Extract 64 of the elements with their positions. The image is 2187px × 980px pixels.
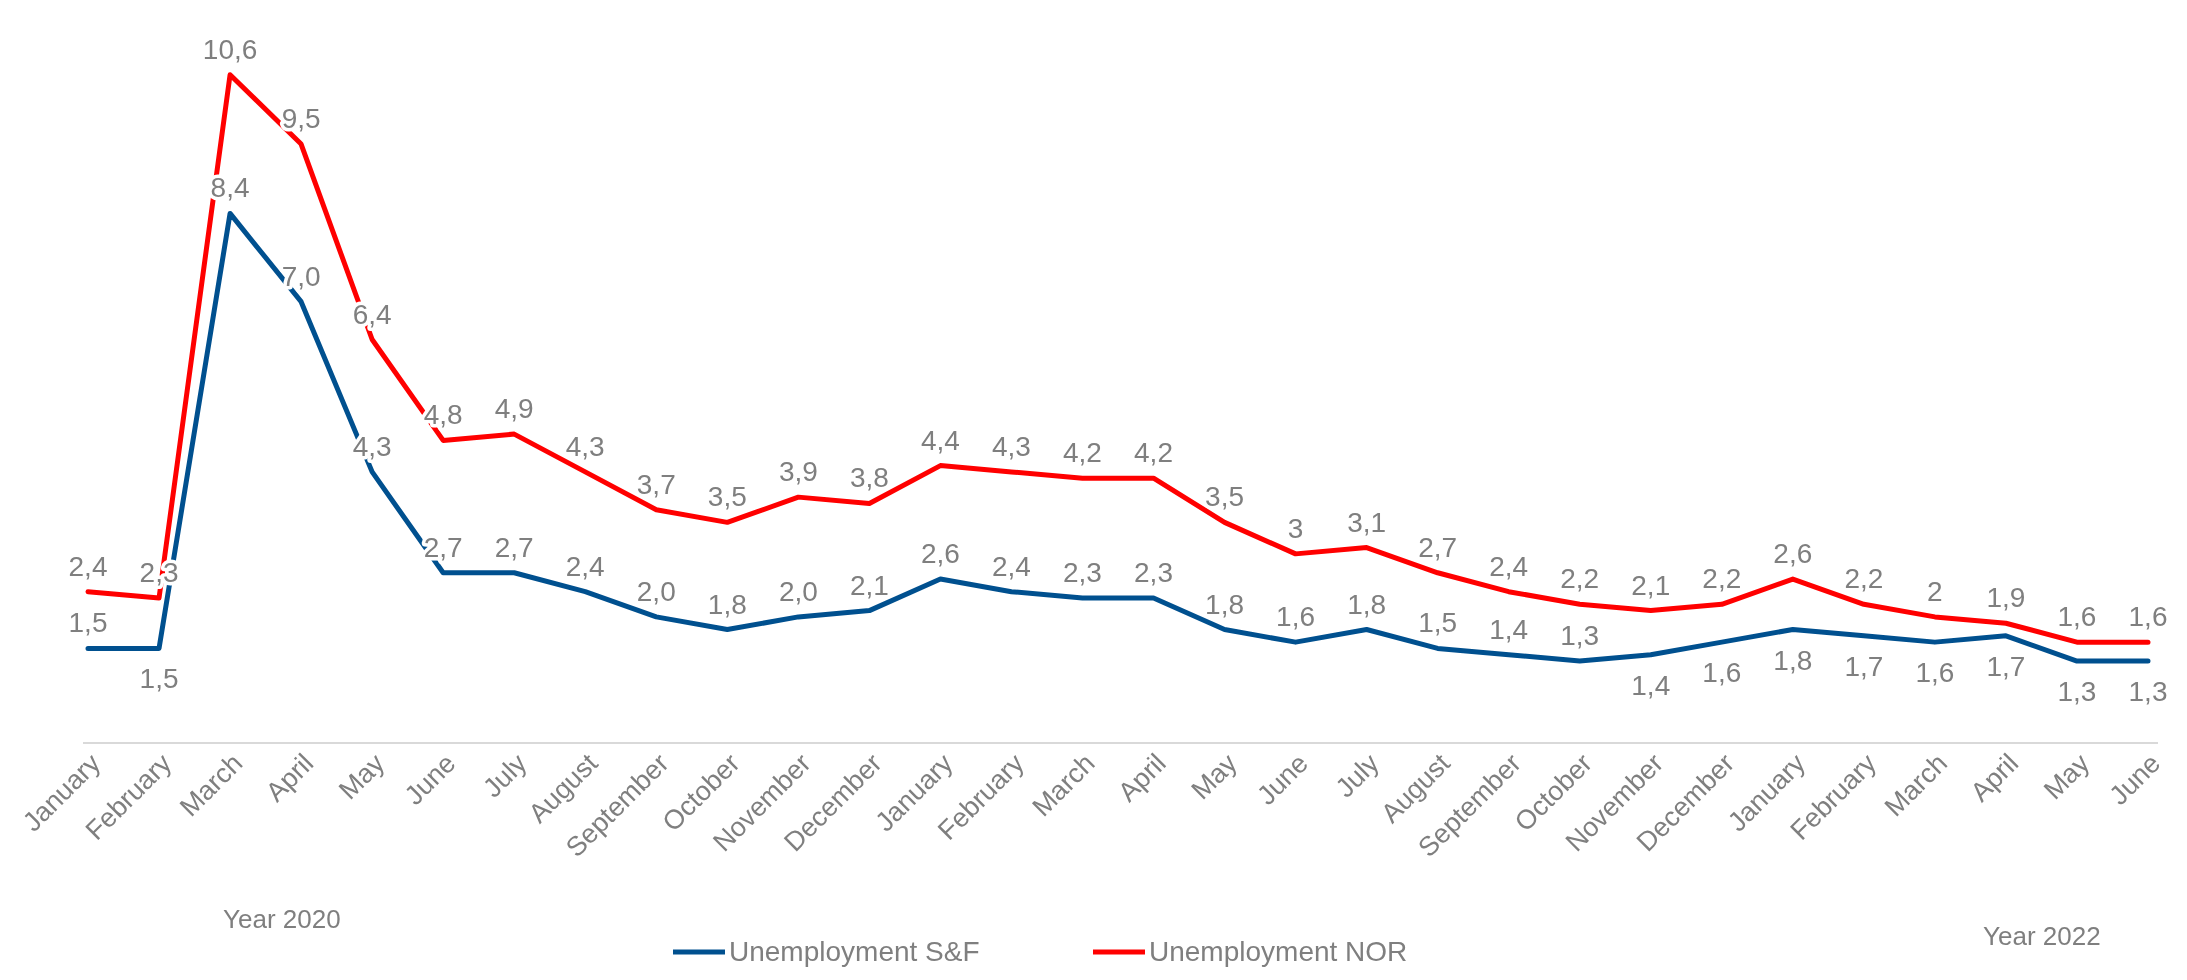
data-label: 1,8 [1347, 588, 1387, 620]
data-label: 1,6 [1702, 657, 1742, 689]
data-label: 2,7 [423, 531, 463, 563]
data-label: 2,2 [1844, 563, 1884, 595]
data-label: 1,3 [2128, 676, 2168, 708]
data-label: 9,5 [281, 103, 321, 135]
x-tick-label: May [1185, 747, 1244, 806]
data-label: 1,6 [2128, 601, 2168, 633]
data-label: 2,4 [1489, 550, 1529, 582]
data-label: 1,8 [1205, 588, 1245, 620]
data-label: 2,0 [636, 575, 676, 607]
data-label: 1,4 [1631, 669, 1671, 701]
data-label: 3,5 [1205, 481, 1245, 513]
data-label: 2,0 [778, 575, 818, 607]
data-label: 2,4 [68, 550, 108, 582]
data-label: 4,3 [565, 430, 605, 462]
data-label: 1,3 [2057, 676, 2097, 708]
x-tick-label: July [477, 747, 533, 804]
data-label: 1,6 [1276, 601, 1316, 633]
data-label: 2,2 [1702, 563, 1742, 595]
data-label: 2,7 [1418, 531, 1458, 563]
data-label: 2,4 [991, 550, 1031, 582]
data-label: 3,8 [849, 462, 889, 494]
data-label: 1,4 [1489, 613, 1529, 645]
legend-label: Unemployment S&F [729, 936, 980, 967]
x-tick-label: May [333, 747, 391, 806]
x-tick-label: May [2037, 747, 2096, 806]
data-label: 1,6 [2057, 601, 2097, 633]
data-label: 1,8 [1773, 644, 1813, 676]
data-label: 2,3 [1063, 557, 1102, 588]
data-label: 3,1 [1347, 506, 1387, 538]
data-label: 3,9 [778, 456, 818, 488]
x-tick-label: July [1329, 747, 1386, 804]
data-label: 3,7 [636, 468, 676, 500]
data-label: 2,6 [920, 538, 960, 570]
data-label: 1,5 [1418, 607, 1458, 639]
data-label: 2,3 [1134, 557, 1173, 588]
data-label: 4,2 [1134, 437, 1173, 469]
data-label: 2,1 [1631, 569, 1671, 601]
legend-label: Unemployment NOR [1149, 936, 1408, 967]
data-label: 1,5 [68, 607, 108, 639]
data-label: 1,5 [139, 663, 179, 695]
data-label: 1,6 [1915, 657, 1955, 689]
text: Year 2022 [1983, 921, 2101, 951]
data-label: 2,6 [1773, 538, 1813, 570]
data-label: 2,1 [849, 569, 889, 601]
data-label: 2,2 [1560, 563, 1600, 595]
data-label: 4,4 [920, 424, 960, 456]
data-label: 2,4 [565, 550, 605, 582]
text: Year 2020 [223, 904, 341, 934]
data-label: 4,2 [1063, 437, 1102, 469]
data-label: 2 [1927, 575, 1943, 607]
data-label: 1,9 [1986, 582, 2026, 614]
data-label: 3 [1287, 512, 1304, 544]
data-label: 4,9 [494, 393, 534, 425]
data-label: 10,6 [202, 33, 258, 65]
data-label: 1,7 [1986, 650, 2026, 682]
data-label: 4,3 [991, 430, 1031, 462]
data-label: 1,3 [1560, 620, 1600, 652]
data-label: 3,5 [707, 481, 747, 513]
data-label: 2,7 [494, 531, 534, 563]
data-label: 1,8 [707, 588, 747, 620]
data-label: 7,0 [281, 260, 321, 292]
data-label: 1,7 [1844, 650, 1884, 682]
